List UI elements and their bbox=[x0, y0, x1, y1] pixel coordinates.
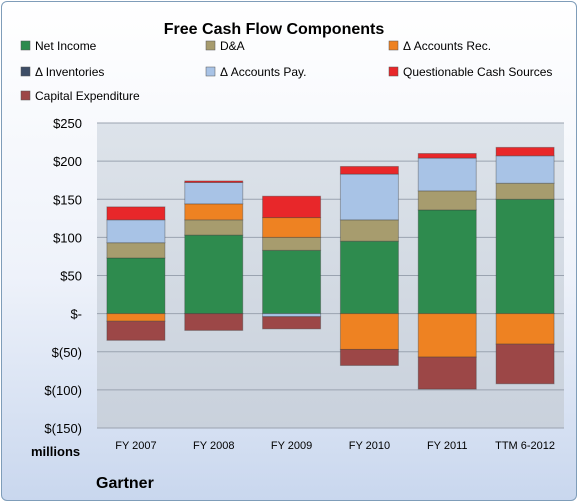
legend-swatch-questionable-cash-sources bbox=[388, 66, 399, 77]
y-tick-label: $(50) bbox=[52, 345, 82, 360]
legend-label-delta-accounts-pay: Δ Accounts Pay. bbox=[220, 65, 307, 79]
bar-segment-delta-accounts-rec bbox=[262, 217, 322, 238]
bar-segment-net-income bbox=[184, 234, 244, 315]
legend-swatch-net-income bbox=[20, 40, 31, 51]
bars bbox=[106, 146, 555, 390]
y-tick-label: $(150) bbox=[44, 421, 82, 436]
chart-title: Free Cash Flow Components bbox=[164, 21, 385, 38]
bar-segment-questionable-cash-sources bbox=[106, 206, 166, 221]
unit-label: millions bbox=[31, 444, 80, 459]
legend-swatch-delta-accounts-pay bbox=[205, 66, 216, 77]
legend-swatch-danda bbox=[205, 40, 216, 51]
bar-segment-questionable-cash-sources bbox=[339, 165, 399, 175]
bar-segment-net-income bbox=[495, 198, 555, 315]
y-tick-label: $(100) bbox=[44, 383, 82, 398]
bar-segment-danda bbox=[106, 242, 166, 259]
bar-segment-delta-accounts-rec bbox=[106, 313, 166, 322]
legend-label-danda: D&A bbox=[220, 39, 245, 53]
bar-segment-capital-expenditure bbox=[417, 356, 477, 390]
y-axis-ticks: $(150) $(100) $(50) $- $50 $100 $150 $200 $250 bbox=[44, 116, 82, 436]
x-tick-label: FY 2008 bbox=[193, 440, 234, 452]
y-tick-label: $200 bbox=[53, 154, 82, 169]
y-tick-label: $50 bbox=[60, 269, 82, 284]
bar-segment-capital-expenditure bbox=[106, 320, 166, 341]
x-tick-label: FY 2011 bbox=[427, 440, 468, 452]
bar-segment-delta-accounts-pay bbox=[339, 173, 399, 221]
bar-segment-delta-accounts-rec bbox=[417, 313, 477, 358]
y-tick-label: $100 bbox=[53, 230, 82, 245]
bar-segment-net-income bbox=[339, 240, 399, 315]
bar-segment-net-income bbox=[106, 257, 166, 315]
bar-segment-questionable-cash-sources bbox=[184, 180, 244, 183]
bar-segment-danda bbox=[339, 219, 399, 242]
bar-segment-capital-expenditure bbox=[262, 316, 322, 330]
bar-segment-delta-accounts-pay bbox=[184, 181, 244, 205]
legend-label-delta-accounts-rec: Δ Accounts Rec. bbox=[403, 39, 491, 53]
x-tick-label: FY 2007 bbox=[115, 440, 156, 452]
bar-segment-questionable-cash-sources bbox=[262, 195, 322, 219]
bar-segment-danda bbox=[417, 190, 477, 211]
legend-swatch-delta-accounts-rec bbox=[388, 40, 399, 51]
y-tick-label: $- bbox=[70, 307, 82, 322]
gridlines bbox=[97, 122, 564, 429]
legend-swatch-delta-inventories bbox=[20, 66, 31, 77]
x-tick-label: FY 2009 bbox=[271, 440, 312, 452]
bar-segment-delta-accounts-rec bbox=[184, 203, 244, 221]
bar-segment-capital-expenditure bbox=[495, 343, 555, 385]
x-tick-label: FY 2010 bbox=[349, 440, 390, 452]
bar-segment-danda bbox=[184, 219, 244, 236]
bar-segment-delta-accounts-rec bbox=[495, 313, 555, 345]
bar-segment-delta-accounts-pay bbox=[417, 157, 477, 192]
bar-segment-net-income bbox=[417, 209, 477, 315]
legend-label-questionable-cash-sources: Questionable Cash Sources bbox=[403, 65, 552, 79]
legend-label-net-income: Net Income bbox=[35, 39, 97, 53]
y-tick-label: $250 bbox=[53, 116, 82, 131]
company-name: Gartner bbox=[96, 475, 154, 492]
x-axis-ticks: FY 2007 FY 2008 FY 2009 FY 2010 FY 2011 TTM 6… bbox=[115, 440, 555, 452]
x-tick-label: TTM 6-2012 bbox=[495, 440, 555, 452]
legend-label-capital-expenditure: Capital Expenditure bbox=[35, 89, 140, 103]
y-tick-label: $150 bbox=[53, 192, 82, 207]
bar-segment-delta-accounts-pay bbox=[495, 155, 555, 184]
bar-segment-delta-accounts-pay bbox=[106, 219, 166, 244]
legend-label-delta-inventories: Δ Inventories bbox=[35, 65, 104, 79]
bar-segment-questionable-cash-sources bbox=[417, 153, 477, 159]
bar-segment-questionable-cash-sources bbox=[495, 146, 555, 157]
bar-segment-danda bbox=[495, 182, 555, 200]
bar-segment-delta-accounts-rec bbox=[339, 313, 399, 350]
bar-segment-danda bbox=[262, 236, 322, 251]
bar-segment-capital-expenditure bbox=[184, 313, 244, 331]
bar-segment-net-income bbox=[262, 249, 322, 315]
bar-segment-capital-expenditure bbox=[339, 348, 399, 366]
legend: Net Income D&A Δ Accounts Rec. Δ Inventorie… bbox=[20, 39, 552, 103]
legend-swatch-capital-expenditure bbox=[20, 90, 31, 101]
